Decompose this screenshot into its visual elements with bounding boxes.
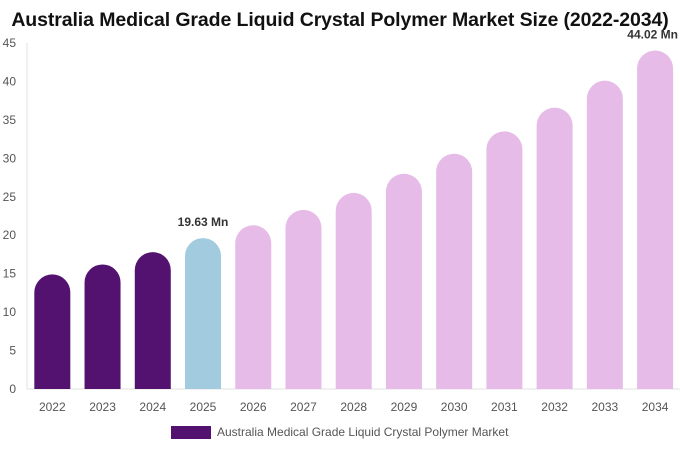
y-tick-label: 30 — [3, 151, 17, 165]
x-tick-label: 2033 — [592, 400, 619, 414]
x-tick-label: 2025 — [190, 400, 217, 414]
x-tick-label: 2027 — [290, 400, 317, 414]
bar — [134, 252, 171, 389]
y-tick-label: 5 — [9, 344, 16, 358]
bar — [586, 80, 623, 390]
chart-bars — [34, 50, 674, 390]
x-tick-label: 2022 — [39, 400, 66, 414]
bar — [285, 209, 322, 389]
x-tick-label: 2023 — [89, 400, 116, 414]
chart-labels: 2022 2023 2024 2025 2026 2027 2028 2029 2030 2031… — [39, 28, 678, 414]
chart-title: Australia Medical Grade Liquid Crystal P… — [11, 9, 669, 31]
y-tick-label: 0 — [9, 382, 16, 396]
data-label: 19.63 Mn — [178, 215, 229, 229]
bar — [185, 238, 222, 389]
legend-swatch — [171, 425, 211, 439]
bar — [536, 107, 573, 389]
bar — [436, 153, 473, 389]
y-tick-label: 35 — [3, 113, 17, 127]
bar — [34, 274, 71, 389]
x-tick-label: 2031 — [491, 400, 518, 414]
y-tick-label: 15 — [3, 267, 17, 281]
bar — [486, 131, 523, 389]
y-tick-label: 45 — [3, 36, 17, 50]
legend-label: Australia Medical Grade Liquid Crystal P… — [217, 425, 509, 439]
bar — [335, 192, 372, 389]
bar — [637, 50, 674, 390]
y-tick-label: 10 — [3, 305, 17, 319]
x-tick-label: 2029 — [391, 400, 418, 414]
bar — [235, 225, 272, 389]
data-label: 44.02 Mn — [627, 28, 678, 42]
chart-legend: Australia Medical Grade Liquid Crystal P… — [171, 425, 508, 439]
y-tick-label: 25 — [3, 190, 17, 204]
x-tick-label: 2034 — [642, 400, 669, 414]
x-tick-label: 2026 — [240, 400, 267, 414]
x-tick-label: 2028 — [340, 400, 367, 414]
x-tick-label: 2032 — [541, 400, 568, 414]
y-tick-label: 20 — [3, 228, 17, 242]
bar — [84, 264, 121, 389]
bar — [385, 173, 422, 389]
x-tick-label: 2030 — [441, 400, 468, 414]
y-tick-label: 40 — [3, 74, 17, 88]
x-tick-label: 2024 — [139, 400, 166, 414]
